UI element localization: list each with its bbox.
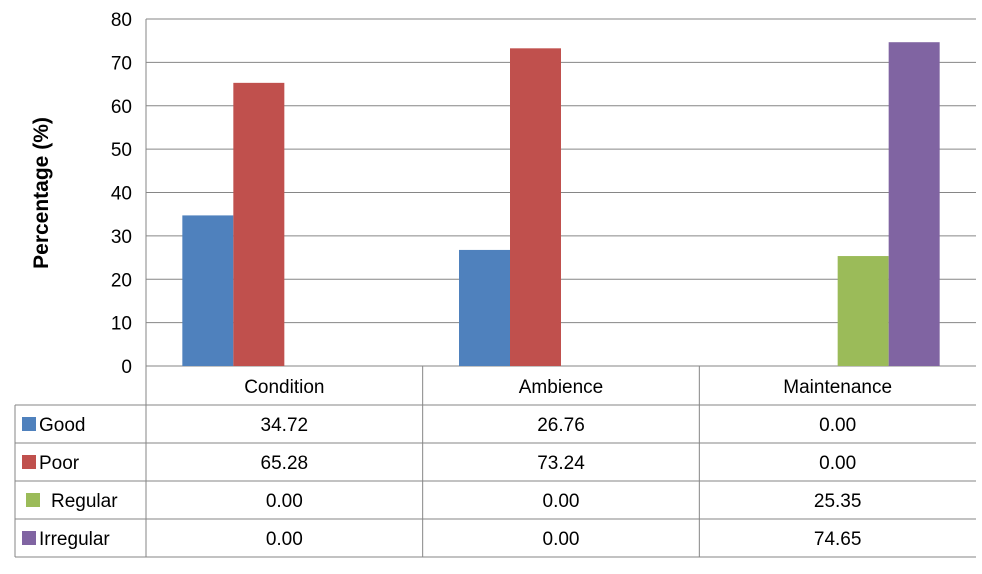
bar-good-condition	[182, 215, 234, 366]
bar-poor-condition	[233, 82, 285, 367]
table-value: 0.00	[543, 529, 580, 550]
bar-regular-maintenance	[837, 256, 889, 366]
legend-label: Regular	[51, 491, 118, 512]
table-value: 74.65	[814, 529, 862, 550]
table-value: 0.00	[819, 415, 856, 436]
y-tick-label: 20	[111, 270, 132, 291]
y-tick-label: 30	[111, 227, 132, 248]
table-value: 0.00	[266, 529, 303, 550]
data-table: Condition Ambience Maintenance Good 34.72 26.…	[14, 19, 976, 558]
table-value: 34.72	[261, 415, 309, 436]
category-label: Maintenance	[783, 377, 892, 398]
legend-key-poor	[22, 455, 36, 469]
table-value: 73.24	[537, 453, 585, 474]
bars	[182, 42, 940, 367]
legend-key-irregular	[22, 531, 36, 545]
y-tick-label: 10	[111, 314, 132, 335]
table-value: 0.00	[543, 491, 580, 512]
y-axis-ticks: 0 10 20 30 40 50 60 70 80	[111, 10, 132, 378]
y-tick-label: 50	[111, 140, 132, 161]
y-tick-label: 60	[111, 97, 132, 118]
y-tick-label: 40	[111, 184, 132, 205]
y-axis-label: Percentage (%)	[30, 117, 53, 269]
table-value: 65.28	[261, 453, 309, 474]
legend-key-regular	[26, 493, 40, 507]
table-value: 25.35	[814, 491, 862, 512]
category-label: Condition	[244, 377, 324, 398]
legend-label: Poor	[39, 453, 80, 474]
table-value: 26.76	[537, 415, 585, 436]
table-value: 0.00	[266, 491, 303, 512]
bar-good-ambience	[459, 249, 510, 366]
y-tick-label: 70	[111, 53, 132, 74]
bar-irregular-maintenance	[888, 42, 940, 366]
bar-poor-ambience	[510, 48, 561, 366]
legend-key-good	[22, 417, 36, 431]
table-value: 0.00	[819, 453, 856, 474]
legend-label: Irregular	[39, 529, 110, 550]
y-tick-label: 0	[121, 357, 132, 378]
y-tick-label: 80	[111, 10, 132, 31]
category-label: Ambience	[519, 377, 604, 398]
legend-label: Good	[39, 415, 85, 436]
